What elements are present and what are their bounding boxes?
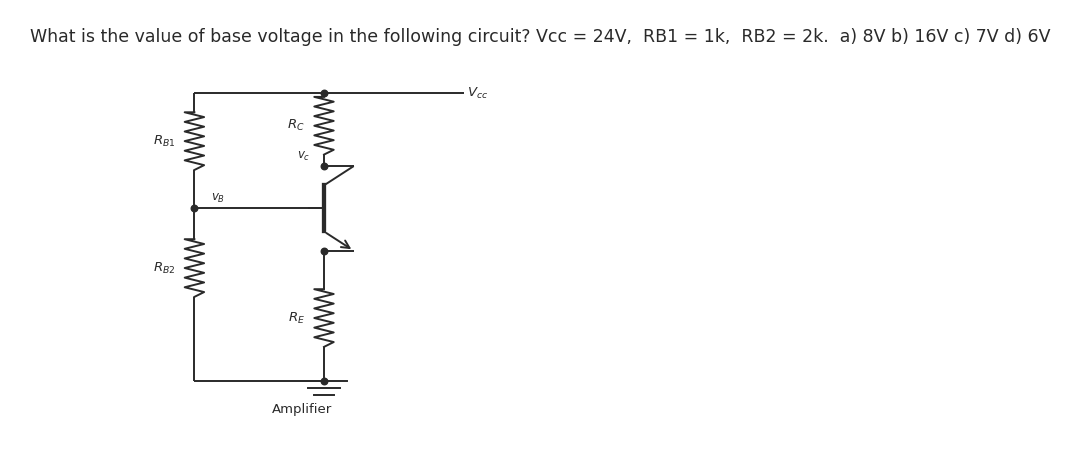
Text: What is the value of base voltage in the following circuit? Vcc = 24V,  RB1 = 1k: What is the value of base voltage in the…	[30, 28, 1050, 46]
Point	[315, 89, 333, 97]
Text: $R_C$: $R_C$	[287, 118, 306, 133]
Text: $V_{cc}$: $V_{cc}$	[467, 85, 488, 100]
Text: $v_c$: $v_c$	[297, 150, 311, 163]
Text: $R_{B2}$: $R_{B2}$	[153, 260, 175, 276]
Text: Amplifier: Amplifier	[272, 402, 333, 416]
Text: $v_B$: $v_B$	[211, 191, 225, 204]
Text: $R_{B1}$: $R_{B1}$	[153, 134, 175, 149]
Point	[315, 162, 333, 170]
Point	[315, 247, 333, 255]
Point	[315, 378, 333, 385]
Point	[186, 204, 203, 212]
Text: $R_E$: $R_E$	[288, 310, 306, 325]
